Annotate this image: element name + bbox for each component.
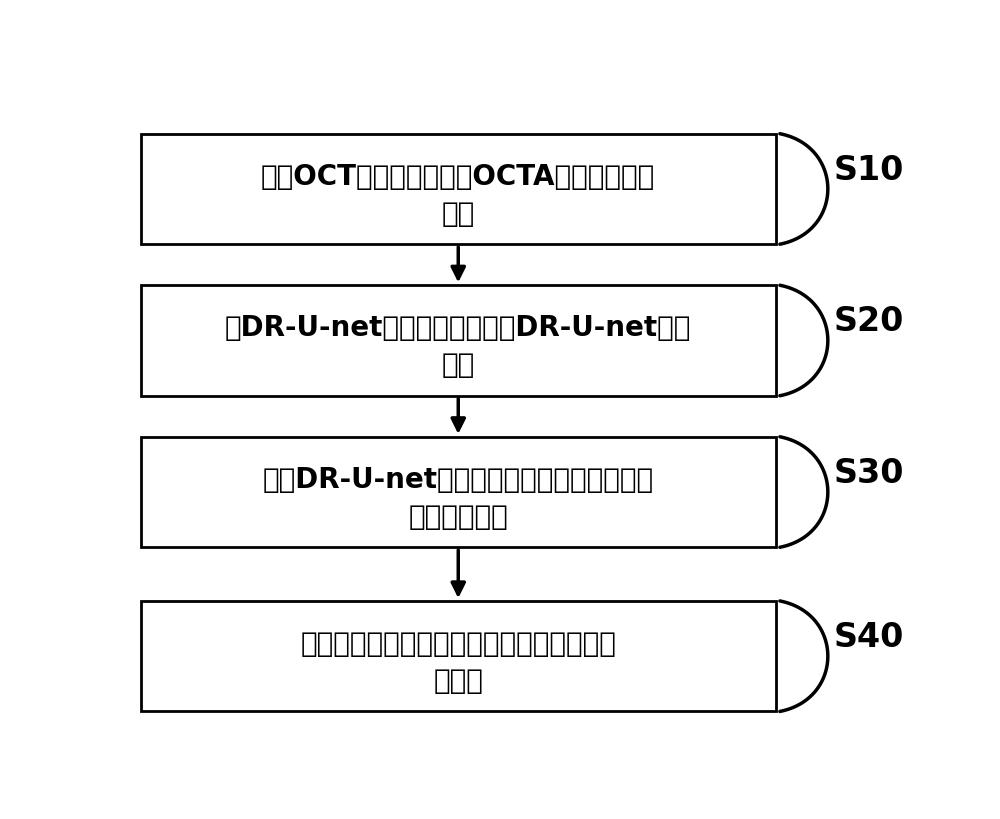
Text: 域图像: 域图像 — [433, 666, 483, 695]
Text: S30: S30 — [834, 456, 904, 489]
Text: 得到分割图像: 得到分割图像 — [408, 502, 508, 530]
Text: S20: S20 — [834, 305, 904, 337]
FancyBboxPatch shape — [140, 437, 776, 548]
Text: S40: S40 — [834, 620, 904, 653]
Text: 对分割图像进行优化处理得到最终的目标区: 对分割图像进行优化处理得到最终的目标区 — [300, 629, 616, 657]
FancyBboxPatch shape — [140, 286, 776, 396]
Text: 图像: 图像 — [442, 200, 475, 228]
Text: 模型: 模型 — [442, 351, 475, 379]
Text: 通过DR-U-net预测模型对待测图像进行分割: 通过DR-U-net预测模型对待测图像进行分割 — [263, 465, 654, 493]
FancyBboxPatch shape — [140, 134, 776, 245]
Text: S10: S10 — [834, 153, 904, 187]
Text: 对DR-U-net模型进行训练得到DR-U-net预测: 对DR-U-net模型进行训练得到DR-U-net预测 — [225, 314, 691, 342]
Text: 利用OCT设备获取视网膜OCTA图像作为待测: 利用OCT设备获取视网膜OCTA图像作为待测 — [261, 162, 655, 191]
FancyBboxPatch shape — [140, 601, 776, 712]
